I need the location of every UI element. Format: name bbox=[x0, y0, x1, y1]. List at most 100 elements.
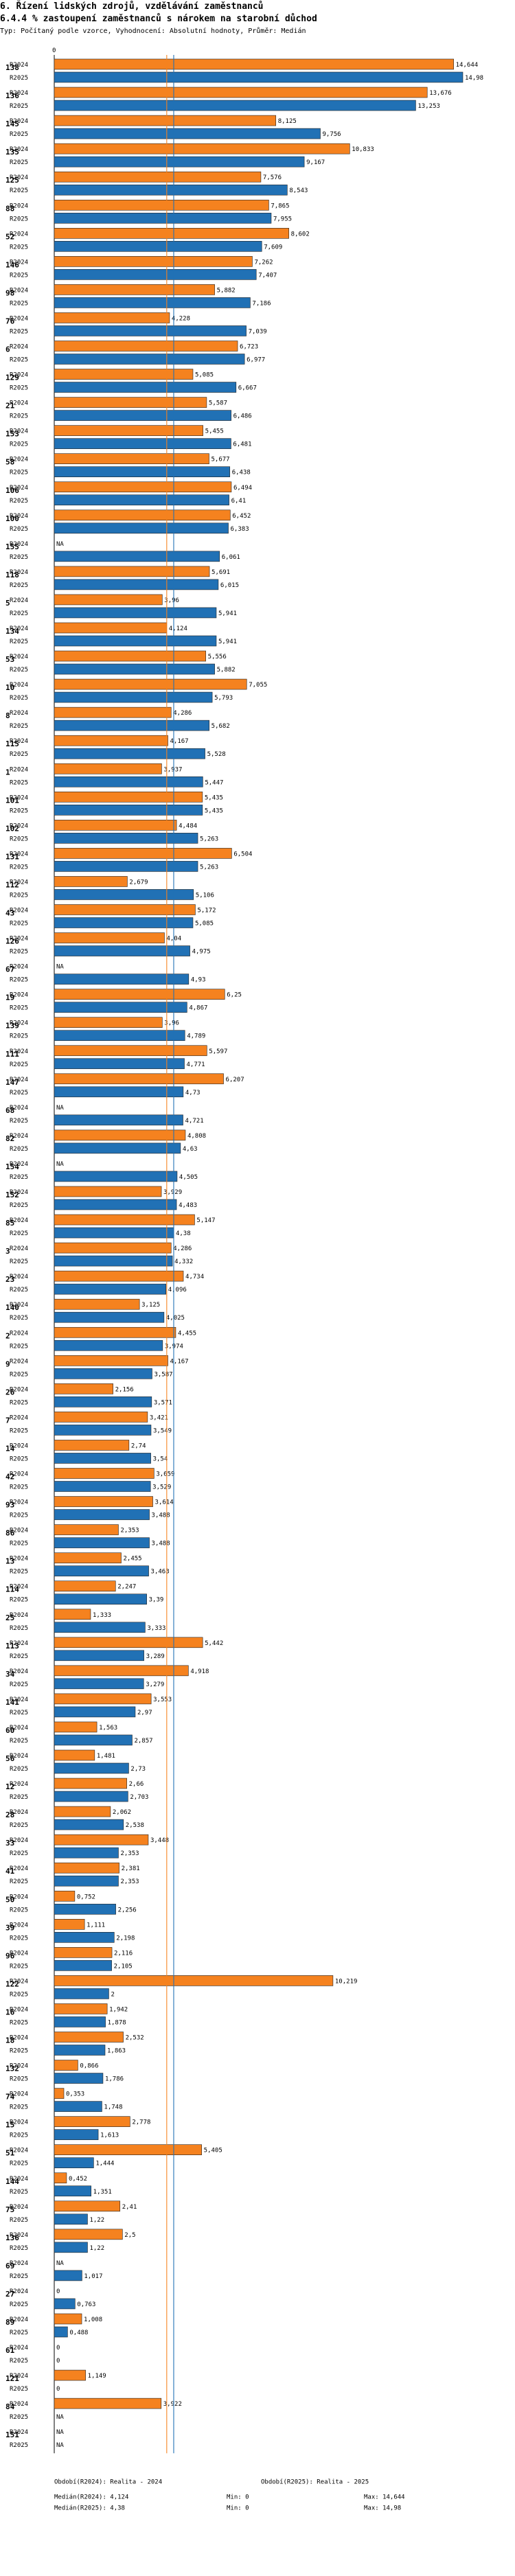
value-label-r2025: 6,015 bbox=[220, 582, 239, 589]
bar-r2025 bbox=[54, 2101, 102, 2112]
series-label-r2025: R2025 bbox=[10, 1033, 28, 1040]
value-label-r2024: 5,455 bbox=[205, 428, 224, 435]
value-label-r2024: 5,147 bbox=[196, 1217, 215, 1224]
series-label-r2025: R2025 bbox=[10, 1146, 28, 1153]
value-label-r2025: 7,186 bbox=[252, 300, 271, 307]
value-label-r2025: 4,721 bbox=[185, 1118, 204, 1125]
value-label-r2024: 3,448 bbox=[150, 1837, 169, 1844]
series-label-r2025: R2025 bbox=[10, 2048, 28, 2055]
category-label: 86 bbox=[5, 1529, 15, 1538]
value-label-r2024: 4,167 bbox=[170, 1358, 189, 1365]
category-label: 113 bbox=[5, 1642, 19, 1651]
value-label-r2025: 5,263 bbox=[200, 836, 218, 842]
series-label-r2025: R2025 bbox=[10, 2189, 28, 2196]
series-label-r2025: R2025 bbox=[10, 779, 28, 786]
value-label-r2024: 2,062 bbox=[113, 1809, 131, 1816]
series-label-r2025: R2025 bbox=[10, 300, 28, 307]
series-label-r2024: R2024 bbox=[10, 908, 28, 915]
series-label-r2024: R2024 bbox=[10, 2288, 28, 2295]
series-label-r2025: R2025 bbox=[10, 1625, 28, 1632]
series-label-r2025: R2025 bbox=[10, 977, 28, 984]
series-label-r2025: R2025 bbox=[10, 385, 28, 392]
bar-r2024 bbox=[54, 1355, 168, 1366]
category-label: 88 bbox=[5, 204, 14, 213]
value-label-r2024: 3,553 bbox=[153, 1697, 172, 1703]
category-label: 15 bbox=[5, 2121, 14, 2130]
series-label-r2025: R2025 bbox=[10, 1174, 28, 1181]
category-label: 141 bbox=[5, 1698, 19, 1707]
value-label-r2024: 4,124 bbox=[169, 625, 187, 632]
bar-r2024 bbox=[54, 1045, 207, 1057]
value-label-r2024: NA bbox=[56, 964, 64, 971]
value-label-r2025: 1,017 bbox=[84, 2273, 102, 2280]
category-label: 100 bbox=[5, 514, 19, 523]
bar-r2024 bbox=[54, 1721, 98, 1733]
series-label-r2024: R2024 bbox=[10, 541, 28, 548]
bar-r2025 bbox=[54, 240, 262, 252]
bar-r2025 bbox=[54, 1650, 144, 1661]
bar-r2024 bbox=[54, 1693, 152, 1705]
value-label-r2025: 3,463 bbox=[151, 1569, 170, 1576]
bar-r2024 bbox=[54, 1270, 184, 1282]
bar-r2024 bbox=[54, 1186, 162, 1197]
bar-r2024 bbox=[54, 453, 209, 465]
bar-r2025 bbox=[54, 748, 205, 759]
bar-r2024 bbox=[54, 58, 454, 70]
bar-r2025 bbox=[54, 663, 215, 675]
bar-r2025 bbox=[54, 805, 203, 816]
series-label-r2025: R2025 bbox=[10, 2076, 28, 2083]
value-label-r2024: 5,597 bbox=[209, 1048, 227, 1055]
series-label-r2024: R2024 bbox=[10, 1048, 28, 1055]
series-label-r2025: R2025 bbox=[10, 1258, 28, 1265]
value-label-r2025: NA bbox=[56, 2442, 64, 2449]
axis-zero-label: 0 bbox=[52, 47, 56, 54]
bar-r2024 bbox=[54, 1326, 176, 1338]
category-label: 122 bbox=[5, 1979, 19, 1988]
value-label-r2025: 6,667 bbox=[238, 385, 257, 392]
value-label-r2025: 4,332 bbox=[174, 1258, 193, 1265]
series-label-r2025: R2025 bbox=[10, 413, 28, 420]
series-label-r2024: R2024 bbox=[10, 1837, 28, 1844]
series-label-r2024: R2024 bbox=[10, 1442, 28, 1449]
value-label-r2025: 5,682 bbox=[211, 723, 230, 730]
value-label-r2025: 7,955 bbox=[273, 216, 292, 222]
bar-r2024 bbox=[54, 2003, 108, 2014]
category-label: 102 bbox=[5, 824, 19, 833]
value-label-r2025: 8,543 bbox=[289, 187, 308, 194]
value-label-r2024: 1,008 bbox=[84, 2316, 102, 2323]
value-label-r2024: 3,96 bbox=[164, 597, 179, 604]
category-label: 12 bbox=[5, 1782, 14, 1791]
bar-r2024 bbox=[54, 509, 231, 521]
value-label-r2025: 2,538 bbox=[126, 1822, 144, 1829]
bar-r2024 bbox=[54, 199, 269, 211]
series-label-r2024: R2024 bbox=[10, 936, 28, 943]
series-label-r2025: R2025 bbox=[10, 949, 28, 956]
series-label-r2024: R2024 bbox=[10, 315, 28, 322]
series-label-r2024: R2024 bbox=[10, 174, 28, 181]
value-label-r2025: 4,63 bbox=[183, 1146, 198, 1153]
bar-r2025 bbox=[54, 1058, 185, 1070]
bar-r2024 bbox=[54, 622, 168, 634]
category-label: 96 bbox=[5, 1951, 15, 1960]
series-label-r2025: R2025 bbox=[10, 1878, 28, 1885]
series-label-r2024: R2024 bbox=[10, 1330, 28, 1337]
value-label-r2024: 5,587 bbox=[209, 400, 227, 407]
value-label-r2024: 1,333 bbox=[93, 1612, 111, 1619]
value-label-r2024: 3,659 bbox=[156, 1471, 174, 1478]
bar-r2024 bbox=[54, 1412, 148, 1423]
value-label-r2025: 6,41 bbox=[231, 498, 247, 505]
bar-r2024 bbox=[54, 1975, 334, 1986]
bar-r2024 bbox=[54, 1214, 195, 1226]
value-label-r2025: 1,863 bbox=[107, 2048, 126, 2055]
series-label-r2025: R2025 bbox=[10, 1710, 28, 1716]
category-label: 152 bbox=[5, 1191, 19, 1199]
bar-r2025 bbox=[54, 1283, 166, 1295]
bar-r2025 bbox=[54, 1903, 116, 1915]
value-label-r2024: 14,644 bbox=[456, 62, 479, 69]
bar-r2024 bbox=[54, 2313, 82, 2325]
bar-r2024 bbox=[54, 876, 128, 887]
bar-r2025 bbox=[54, 2129, 99, 2140]
bar-r2024 bbox=[54, 115, 277, 126]
bar-r2024 bbox=[54, 369, 194, 380]
value-label-r2025: 13,253 bbox=[417, 103, 440, 110]
